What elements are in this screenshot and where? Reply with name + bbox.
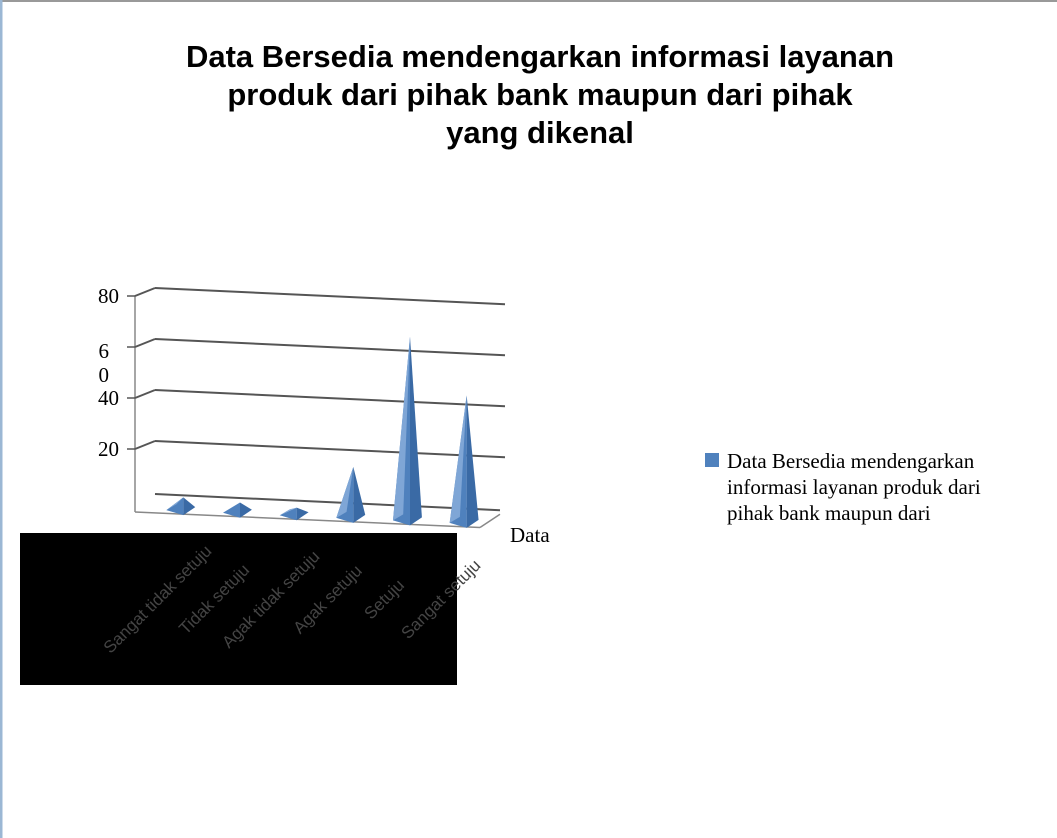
floor-right bbox=[479, 513, 501, 529]
pyramid-face bbox=[279, 507, 297, 521]
pyramid-face bbox=[353, 466, 366, 523]
grid-line bbox=[134, 338, 156, 348]
grid-line bbox=[154, 338, 506, 357]
pyramid bbox=[166, 497, 196, 516]
y-tick-label: 80 bbox=[98, 284, 119, 308]
pyramid-face bbox=[223, 502, 240, 518]
legend: Data Bersedia mendengarkan informasi lay… bbox=[705, 448, 1035, 526]
floor-back bbox=[154, 493, 501, 512]
y-tick-label: 60 bbox=[98, 339, 110, 387]
grid-line bbox=[154, 389, 506, 408]
pyramid bbox=[223, 502, 252, 518]
chart-title: Data Bersedia mendengarkan informasi lay… bbox=[185, 39, 895, 150]
pyramid-face bbox=[466, 395, 479, 528]
grid-line bbox=[134, 440, 156, 450]
pyramid-face bbox=[166, 497, 184, 516]
pyramid-face bbox=[296, 507, 309, 521]
grid-line bbox=[154, 440, 506, 459]
pyramid-face bbox=[183, 497, 196, 516]
pyramid bbox=[336, 466, 366, 523]
pyramid-face bbox=[279, 507, 297, 516]
pyramid-face bbox=[240, 502, 252, 518]
x-axis-label: Data bbox=[510, 523, 550, 547]
pyramid-face bbox=[223, 502, 240, 513]
pyramid-face bbox=[410, 336, 422, 526]
pyramid bbox=[393, 336, 422, 526]
legend-label: Data Bersedia mendengarkan informasi lay… bbox=[727, 449, 981, 525]
pyramid-face bbox=[166, 497, 184, 511]
pyramid bbox=[279, 507, 309, 521]
pyramid-face bbox=[336, 466, 354, 518]
grid-line bbox=[134, 287, 156, 297]
label-panel bbox=[20, 533, 457, 685]
pyramid-face bbox=[449, 395, 467, 523]
y-tick-label: 20 bbox=[98, 437, 119, 461]
pyramid bbox=[449, 395, 479, 528]
y-tick-label: 40 bbox=[98, 386, 119, 410]
legend-swatch bbox=[705, 453, 719, 467]
pyramid-face bbox=[393, 336, 410, 521]
grid-line bbox=[134, 389, 156, 399]
floor-front bbox=[134, 511, 481, 529]
grid-line bbox=[154, 287, 506, 306]
